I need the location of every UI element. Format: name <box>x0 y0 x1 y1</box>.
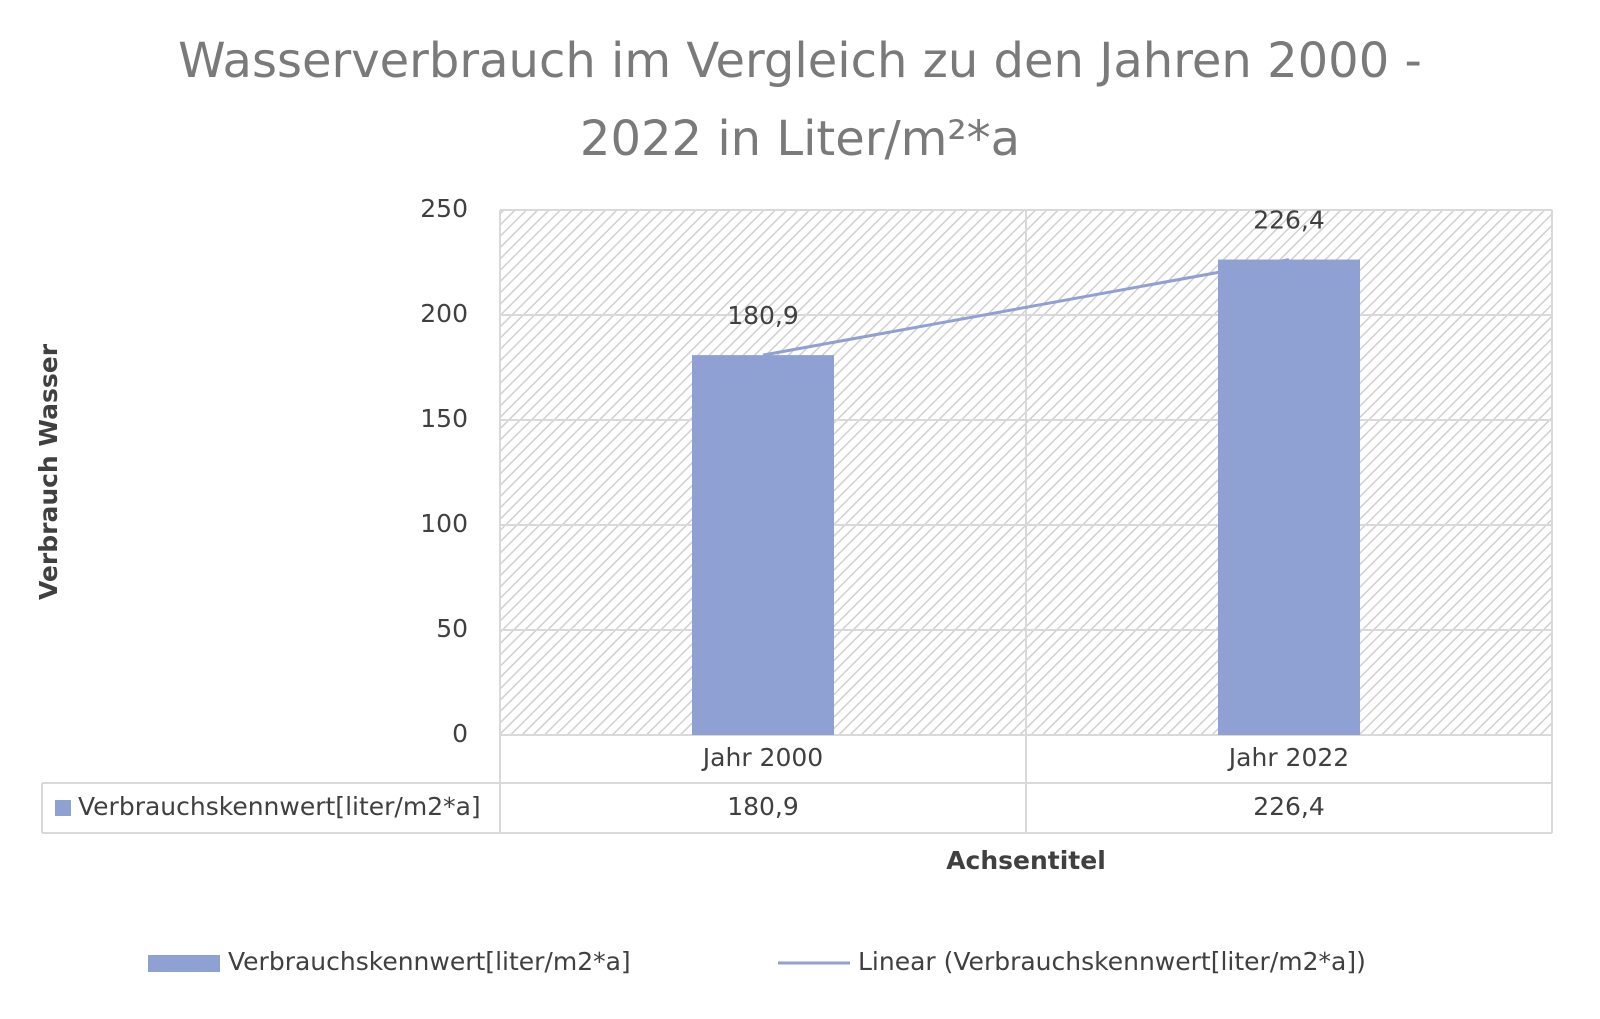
y-axis-title: Verbrauch Wasser <box>34 343 63 600</box>
x-tick-label: Jahr 2022 <box>1227 743 1349 772</box>
x-tick-label: Jahr 2000 <box>701 743 823 772</box>
y-tick-label: 0 <box>452 719 468 748</box>
data-label: 180,9 <box>727 301 799 330</box>
chart-title: Wasserverbrauch im Vergleich zu den Jahr… <box>178 33 1422 167</box>
trendline <box>762 258 1290 357</box>
legend-key <box>148 955 220 972</box>
y-tick-label: 50 <box>436 614 468 643</box>
y-tick-label: 250 <box>420 194 468 223</box>
bar <box>1217 259 1361 735</box>
bar <box>691 355 835 735</box>
y-tick-label: 150 <box>420 404 468 433</box>
table-series-name: Verbrauchskennwert[liter/m2*a] <box>78 792 481 821</box>
y-tick-label: 200 <box>420 299 468 328</box>
x-axis-title: Achsentitel <box>946 846 1106 875</box>
table-value: 226,4 <box>1253 792 1325 821</box>
table-value: 180,9 <box>727 792 799 821</box>
data-label: 226,4 <box>1253 206 1325 235</box>
legend-label: Linear (Verbrauchskennwert[liter/m2*a]) <box>858 947 1366 976</box>
legend-label: Verbrauchskennwert[liter/m2*a] <box>228 947 631 976</box>
y-tick-label: 100 <box>420 509 468 538</box>
table-legend-key <box>55 800 71 816</box>
